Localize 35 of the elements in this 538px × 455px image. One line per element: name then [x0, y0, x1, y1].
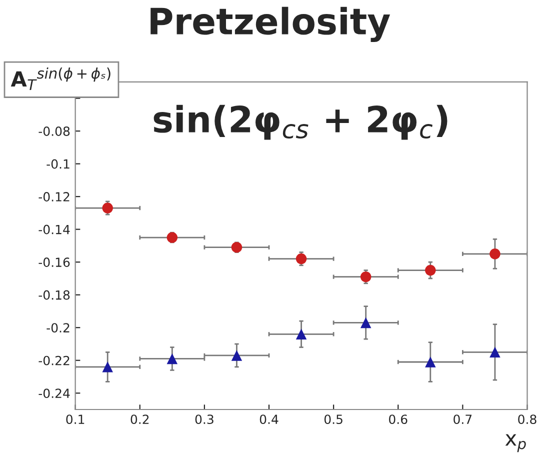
x-tick-label: 0.5 — [324, 414, 342, 424]
point — [360, 317, 372, 328]
point — [360, 271, 372, 282]
y-axis-title: A$_{T}$$^{sin(ϕ+ϕₛ)}$ — [10, 68, 110, 90]
point — [102, 362, 113, 372]
point — [231, 242, 242, 253]
y-tick-label: -0.18 — [38, 290, 70, 300]
y-tick-label: -0.12 — [38, 192, 70, 202]
x-axis-title: x$_{p}$ — [505, 434, 526, 452]
x-tick-label: 0.7 — [454, 414, 472, 424]
y-tick-label: -0.08 — [38, 126, 70, 136]
y-tick-label: -0.14 — [38, 224, 70, 234]
point — [490, 346, 500, 358]
point — [166, 232, 178, 243]
x-tick-label: 0.1 — [66, 414, 84, 424]
y-tick-label: -0.2 — [46, 323, 70, 333]
point — [296, 253, 307, 264]
point — [425, 356, 436, 368]
x-tick-label: 0.2 — [130, 414, 149, 424]
point — [425, 264, 436, 276]
point — [231, 350, 242, 361]
x-tick-label: 0.3 — [195, 414, 214, 424]
annotation: sin(2φ$_{cs}$ + 2φ$_{c}$) — [154, 104, 448, 140]
y-tick-label: -0.1 — [46, 159, 70, 169]
point — [102, 202, 113, 214]
x-tick-label: 0.4 — [260, 414, 278, 424]
y-tick-label: -0.16 — [38, 258, 70, 268]
chart-title: Pretzelosity — [150, 6, 390, 42]
y-tick-label: -0.22 — [38, 356, 70, 366]
x-tick-label: 0.8 — [518, 414, 536, 424]
point — [166, 353, 178, 364]
point — [296, 328, 307, 340]
y-tick-label: -0.24 — [38, 388, 70, 398]
x-tick-label: 0.6 — [389, 414, 408, 424]
point — [490, 248, 500, 260]
